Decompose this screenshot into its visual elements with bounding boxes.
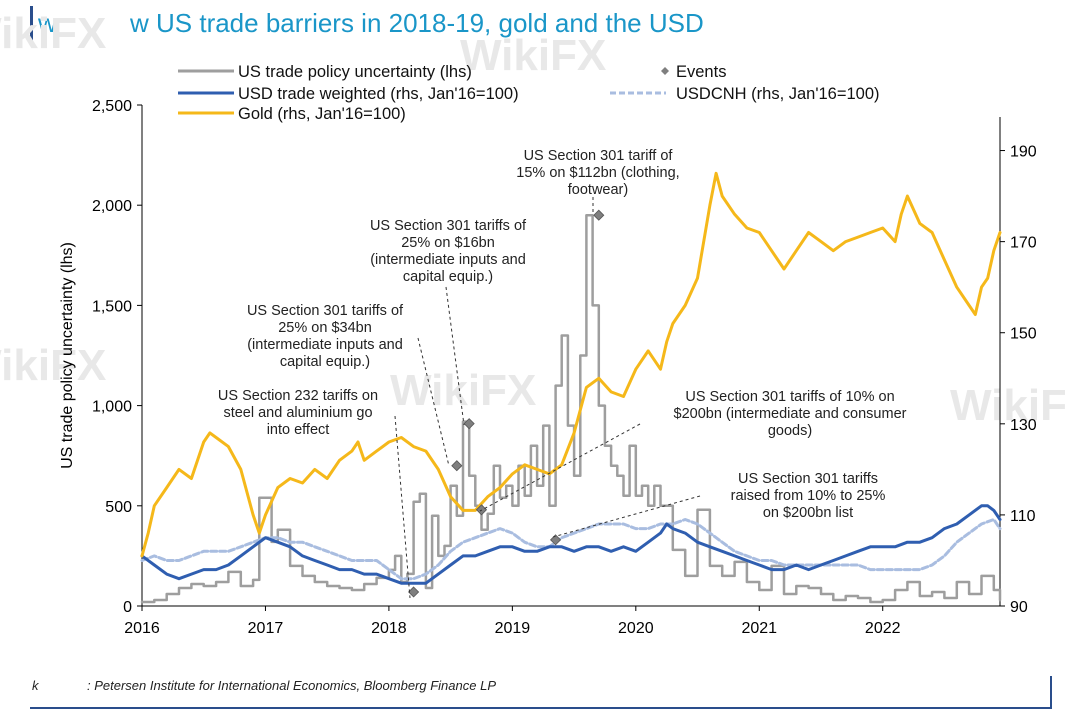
annotation-leader (479, 423, 641, 512)
y-left-tick-label: 500 (105, 499, 132, 516)
y-right-tick-label: 110 (1010, 508, 1036, 525)
y-right-tick-label: 170 (1010, 235, 1037, 252)
annotation-leader (445, 286, 465, 426)
header-accent-bar (30, 6, 33, 42)
x-tick-label: 2021 (741, 620, 777, 637)
source-note: k : Petersen Institute for International … (32, 678, 496, 693)
annotation-text: (intermediate inputs and (370, 252, 526, 268)
series-usdcnh (140, 518, 1002, 581)
legend-label: US trade policy uncertainty (lhs) (238, 63, 472, 81)
annotation-text: US Section 301 tariff of (524, 148, 674, 164)
annotation-text: (intermediate inputs and (247, 337, 403, 353)
y-left-tick-label: 2,500 (92, 98, 132, 115)
legend-swatch-events (661, 67, 669, 75)
event-marker (408, 586, 420, 598)
event-marker (463, 418, 475, 430)
y-right-tick-label: 190 (1010, 144, 1037, 161)
watermark-text: WikiFX (0, 9, 106, 58)
figure-number-mark: w (38, 8, 57, 38)
annotation-text: US Section 301 tariffs of (370, 218, 527, 234)
annotation-leader (394, 415, 411, 599)
y-left-tick-label: 0 (123, 599, 132, 616)
annotation-text: $200bn (intermediate and consumer (674, 406, 907, 422)
y-right-tick-label: 90 (1010, 599, 1028, 616)
y-left-tick-label: 1,500 (92, 298, 132, 315)
chart: WikiFX WikiFX WikiFX WikiFX WikiFX US trade … (0, 9, 1065, 637)
annotation-text: capital equip.) (280, 354, 370, 370)
series-usd-trade-weighted (140, 504, 1002, 585)
footer-corner-rule (1050, 676, 1052, 709)
annotation-leader (552, 495, 701, 538)
source-text: : Petersen Institute for International E… (87, 678, 496, 693)
annotation-text: footwear) (568, 182, 628, 198)
series-trade-policy-uncertainty (140, 213, 1002, 604)
annotation-text: US Section 301 tariffs (738, 471, 878, 487)
legend: US trade policy uncertainty (lhs) Events U… (178, 63, 880, 123)
annotation-text: 25% on $34bn (278, 320, 372, 336)
watermark-text: WikiFX (950, 381, 1065, 430)
legend-label: Events (676, 63, 726, 81)
annotation-text: US Section 232 tariffs on (218, 388, 378, 404)
y-left-axis-title: US trade policy uncertainty (lhs) (59, 242, 76, 469)
annotation-text: capital equip.) (403, 269, 493, 285)
y-right-tick-label: 150 (1010, 326, 1037, 343)
x-tick-label: 2018 (371, 620, 407, 637)
annotation-text: US Section 301 tariffs of (247, 303, 404, 319)
annotation-text: on $200bn list (763, 505, 853, 521)
annotation-text: 15% on $112bn (clothing, (516, 165, 679, 181)
chart-title-row: w w US trade barriers in 2018-19, gold an… (38, 8, 704, 39)
watermark-layer: WikiFX WikiFX WikiFX WikiFX WikiFX (0, 9, 1065, 430)
watermark-text: WikiFX (0, 341, 106, 390)
annotation-text: into effect (267, 422, 330, 438)
footer-rule (30, 707, 1052, 709)
x-tick-label: 2017 (248, 620, 284, 637)
y-right-tick-label: 130 (1010, 417, 1037, 434)
event-marker (451, 460, 463, 472)
series-layer (140, 171, 1002, 604)
legend-label: USDCNH (rhs, Jan'16=100) (676, 85, 880, 103)
x-tick-label: 2016 (124, 620, 160, 637)
annotation-text: steel and aluminium go (223, 405, 372, 421)
legend-label: Gold (rhs, Jan'16=100) (238, 105, 406, 123)
x-tick-label: 2022 (865, 620, 901, 637)
series-gold (140, 171, 1002, 558)
annotation-text: raised from 10% to 25% (731, 488, 886, 504)
y-left-tick-label: 2,000 (92, 198, 132, 215)
event-marker (593, 209, 605, 221)
legend-label: USD trade weighted (rhs, Jan'16=100) (238, 85, 519, 103)
event-marker (550, 534, 562, 546)
annotation-text: goods) (768, 423, 812, 439)
x-tick-label: 2020 (618, 620, 654, 637)
source-mark: k (32, 678, 39, 693)
chart-title: w US trade barriers in 2018-19, gold and… (130, 8, 704, 38)
y-left-tick-label: 1,000 (92, 399, 132, 416)
annotation-leader (417, 337, 450, 467)
annotation-text: US Section 301 tariffs of 10% on (685, 389, 894, 405)
watermark-text: WikiFX (390, 366, 536, 415)
x-tick-label: 2019 (495, 620, 531, 637)
axes: 0 500 1,000 1,500 2,000 2,500 90 110 130 150 170 19… (59, 98, 1037, 637)
annotation-text: 25% on $16bn (401, 235, 495, 251)
watermark-text: WikiFX (460, 31, 606, 80)
